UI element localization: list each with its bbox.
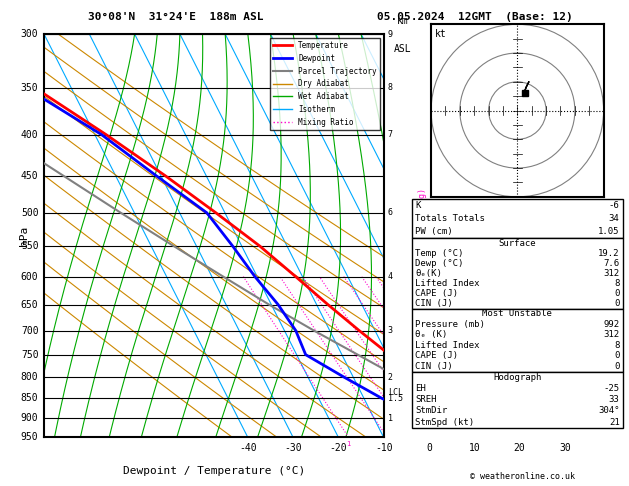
Text: 9: 9 <box>388 30 393 38</box>
Text: Dewpoint / Temperature (°C): Dewpoint / Temperature (°C) <box>123 466 305 476</box>
Text: 2: 2 <box>388 373 393 382</box>
Text: Lifted Index: Lifted Index <box>415 341 480 350</box>
Text: θₑ (K): θₑ (K) <box>415 330 447 339</box>
Text: -40: -40 <box>239 443 257 453</box>
Text: 10: 10 <box>469 443 480 453</box>
Text: 34: 34 <box>609 214 620 223</box>
Text: K: K <box>415 201 421 210</box>
Text: θₑ(K): θₑ(K) <box>415 269 442 278</box>
Text: 950: 950 <box>21 433 38 442</box>
Text: 350: 350 <box>21 83 38 93</box>
Text: CIN (J): CIN (J) <box>415 299 453 308</box>
Text: PW (cm): PW (cm) <box>415 227 453 236</box>
Text: 0: 0 <box>426 443 432 453</box>
Text: 20: 20 <box>514 443 525 453</box>
Text: Temp (°C): Temp (°C) <box>415 249 464 258</box>
Text: 1.5: 1.5 <box>388 394 403 403</box>
Text: kt: kt <box>435 30 447 39</box>
Text: CAPE (J): CAPE (J) <box>415 289 458 298</box>
Text: 8: 8 <box>614 279 620 288</box>
Text: ASL: ASL <box>394 44 411 54</box>
Text: 300: 300 <box>21 29 38 39</box>
Text: 4: 4 <box>388 272 393 281</box>
Text: 0: 0 <box>614 299 620 308</box>
Text: 750: 750 <box>21 349 38 360</box>
Text: 450: 450 <box>21 171 38 181</box>
Text: EH: EH <box>415 384 426 393</box>
Text: 550: 550 <box>21 241 38 251</box>
Text: -10: -10 <box>375 443 392 453</box>
Text: 1: 1 <box>347 441 351 448</box>
Text: LCL: LCL <box>388 388 403 397</box>
Text: 700: 700 <box>21 326 38 335</box>
Text: 30: 30 <box>559 443 571 453</box>
Text: 0: 0 <box>614 362 620 371</box>
Text: 05.05.2024  12GMT  (Base: 12): 05.05.2024 12GMT (Base: 12) <box>377 12 573 22</box>
Text: 3: 3 <box>388 326 393 335</box>
Text: SREH: SREH <box>415 395 437 404</box>
Text: -20: -20 <box>330 443 347 453</box>
Text: 650: 650 <box>21 299 38 310</box>
Text: 7: 7 <box>388 130 393 139</box>
Text: km: km <box>396 16 408 26</box>
Text: 850: 850 <box>21 394 38 403</box>
Text: 992: 992 <box>603 320 620 329</box>
Text: 400: 400 <box>21 130 38 139</box>
Text: 8: 8 <box>614 341 620 350</box>
Text: © weatheronline.co.uk: © weatheronline.co.uk <box>470 472 574 481</box>
Text: Totals Totals: Totals Totals <box>415 214 485 223</box>
Text: 8: 8 <box>388 84 393 92</box>
Text: 0: 0 <box>614 351 620 361</box>
Text: Lifted Index: Lifted Index <box>415 279 480 288</box>
Text: -30: -30 <box>284 443 302 453</box>
Text: 900: 900 <box>21 414 38 423</box>
Legend: Temperature, Dewpoint, Parcel Trajectory, Dry Adiabat, Wet Adiabat, Isotherm, Mi: Temperature, Dewpoint, Parcel Trajectory… <box>270 38 380 130</box>
Text: StmDir: StmDir <box>415 406 447 416</box>
Text: Surface: Surface <box>499 239 536 248</box>
Text: StmSpd (kt): StmSpd (kt) <box>415 417 474 427</box>
Text: Mixing Ratio (g/kg): Mixing Ratio (g/kg) <box>418 188 426 283</box>
Text: Dewp (°C): Dewp (°C) <box>415 259 464 268</box>
Text: 500: 500 <box>21 208 38 218</box>
Text: 312: 312 <box>603 269 620 278</box>
Text: 19.2: 19.2 <box>598 249 620 258</box>
Text: Hodograph: Hodograph <box>493 373 542 382</box>
Text: 21: 21 <box>609 417 620 427</box>
Text: Most Unstable: Most Unstable <box>482 310 552 318</box>
Text: 7.6: 7.6 <box>603 259 620 268</box>
Text: 30°08'N  31°24'E  188m ASL: 30°08'N 31°24'E 188m ASL <box>88 12 264 22</box>
Text: 1: 1 <box>388 414 393 423</box>
Text: CIN (J): CIN (J) <box>415 362 453 371</box>
Text: CAPE (J): CAPE (J) <box>415 351 458 361</box>
Text: Pressure (mb): Pressure (mb) <box>415 320 485 329</box>
Text: 312: 312 <box>603 330 620 339</box>
Text: hPa: hPa <box>19 226 29 246</box>
Text: -25: -25 <box>603 384 620 393</box>
Text: 600: 600 <box>21 272 38 281</box>
Text: -6: -6 <box>609 201 620 210</box>
Text: 800: 800 <box>21 372 38 382</box>
Text: 304°: 304° <box>598 406 620 416</box>
Text: 33: 33 <box>609 395 620 404</box>
Text: 6: 6 <box>388 208 393 217</box>
Text: 1.05: 1.05 <box>598 227 620 236</box>
Text: 0: 0 <box>614 289 620 298</box>
